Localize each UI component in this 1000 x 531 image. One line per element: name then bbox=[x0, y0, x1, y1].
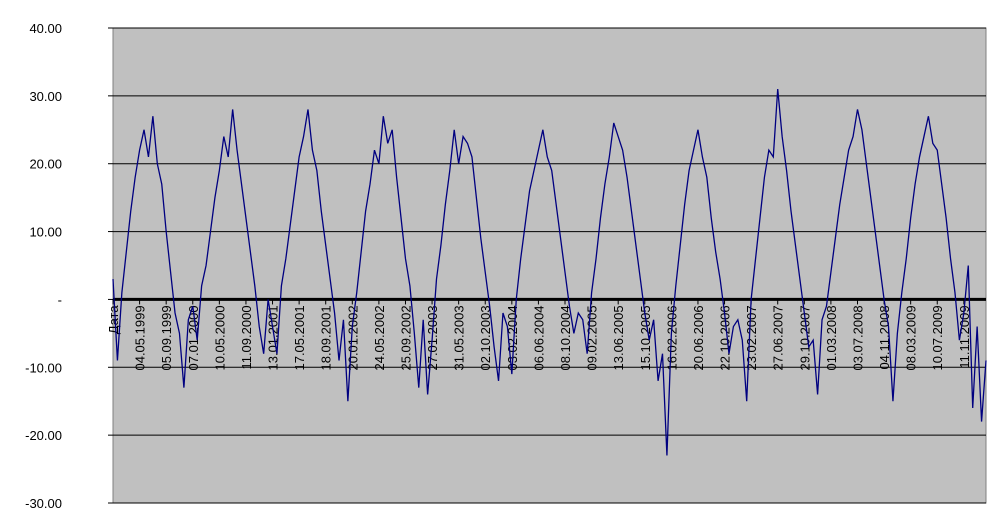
x-tick-label: 13.06.2005 bbox=[611, 305, 626, 370]
x-tick-label: 07.01.2000 bbox=[186, 305, 201, 370]
x-tick-label: 08.10.2004 bbox=[558, 305, 573, 370]
x-tick-label: 27.06.2007 bbox=[771, 305, 786, 370]
x-tick-label: 05.09.1999 bbox=[159, 305, 174, 370]
x-tick-label: 08.03.2009 bbox=[904, 305, 919, 370]
x-tick-label: 25.09.2002 bbox=[398, 305, 413, 370]
x-tick-label: 03.07.2008 bbox=[850, 305, 865, 370]
x-tick-label: 24.05.2002 bbox=[372, 305, 387, 370]
x-tick-label: 04.11.2008 bbox=[877, 305, 892, 369]
x-tick-label: 16.02.2006 bbox=[664, 305, 679, 370]
y-tick-label: -10.00 bbox=[25, 360, 62, 375]
x-tick-label: 03.02.2004 bbox=[505, 305, 520, 370]
data-line bbox=[112, 89, 987, 456]
y-tick-label: 20.00 bbox=[29, 157, 62, 172]
x-tick-label: 13.01.2001 bbox=[266, 305, 281, 370]
x-tick-label: 15.10.2005 bbox=[638, 305, 653, 370]
x-tick-label: 02.10.2003 bbox=[478, 305, 493, 370]
x-tick-label: 11.11.2009 bbox=[957, 305, 972, 368]
x-tick-label: Дата bbox=[106, 305, 121, 335]
x-tick-label: 11.09.2000 bbox=[239, 305, 254, 369]
x-tick-label: 01.03.2008 bbox=[824, 305, 839, 370]
x-tick-label: 10.07.2009 bbox=[930, 305, 945, 370]
x-tick-label: 20.06.2006 bbox=[691, 305, 706, 370]
plot-area bbox=[112, 27, 987, 504]
y-tick-label: -30.00 bbox=[25, 496, 62, 511]
y-tick-label: 40.00 bbox=[29, 21, 62, 36]
x-tick-label: 09.02.2005 bbox=[585, 305, 600, 370]
x-tick-label: 10.05.2000 bbox=[212, 305, 227, 370]
x-tick-label: 18.09.2001 bbox=[319, 305, 334, 370]
x-tick-label: 20.01.2002 bbox=[345, 305, 360, 370]
x-tick-label: 29.10.2007 bbox=[797, 305, 812, 370]
x-tick-label: 06.06.2004 bbox=[531, 305, 546, 370]
x-tick-label: 23.02.2007 bbox=[744, 305, 759, 370]
x-tick-label: 22.10.2006 bbox=[718, 305, 733, 370]
x-tick-label: 31.05.2003 bbox=[452, 305, 467, 370]
y-tick-label: 10.00 bbox=[29, 225, 62, 240]
y-tick-label: - bbox=[58, 292, 62, 307]
x-tick-label: 04.05.1999 bbox=[133, 305, 148, 370]
y-tick-label: 30.00 bbox=[29, 89, 62, 104]
y-tick-label: -20.00 bbox=[25, 428, 62, 443]
x-tick-label: 17.05.2001 bbox=[292, 305, 307, 370]
